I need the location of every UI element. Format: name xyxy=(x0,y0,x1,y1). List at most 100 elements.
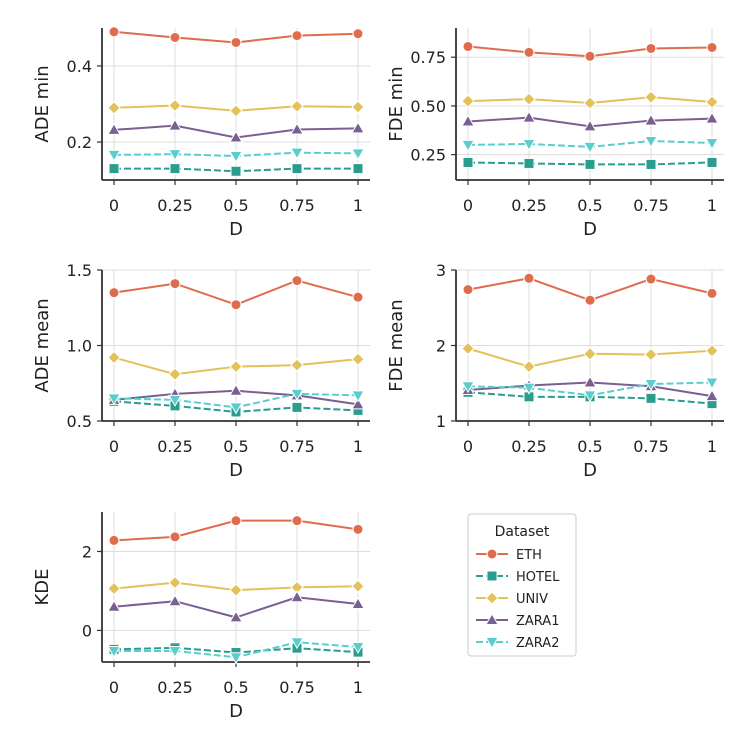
x-axis-label: D xyxy=(229,219,243,240)
data-point-zara2 xyxy=(583,141,597,154)
x-tick-label: 0.75 xyxy=(279,678,315,697)
data-point-zara2 xyxy=(107,149,121,162)
data-point-univ xyxy=(351,352,365,366)
data-point-eth xyxy=(352,28,364,40)
data-point-zara1 xyxy=(522,110,536,123)
data-point-zara1 xyxy=(229,383,243,396)
data-point-eth xyxy=(108,26,120,38)
data-point-eth xyxy=(523,272,535,284)
data-point-univ xyxy=(461,94,475,108)
legend: Dataset ETH HOTEL UNIV ZARA1 ZARA2 xyxy=(467,513,577,657)
legend-item-univ: UNIV xyxy=(476,591,548,607)
x-axis-label: D xyxy=(229,701,243,722)
data-point-eth xyxy=(584,294,596,306)
x-tick-label: 0.75 xyxy=(279,196,315,215)
y-tick-label: 2 xyxy=(82,542,92,561)
data-point-hotel xyxy=(291,401,303,413)
data-point-eth xyxy=(352,291,364,303)
data-point-eth xyxy=(108,534,120,546)
data-point-zara1 xyxy=(168,594,182,607)
legend-marker xyxy=(486,570,498,582)
data-point-zara1 xyxy=(107,599,121,612)
y-tick-label: 0.5 xyxy=(67,412,92,431)
data-point-eth xyxy=(584,50,596,62)
data-point-zara2 xyxy=(644,136,658,149)
y-tick-label: 1 xyxy=(436,412,446,431)
panel-fde-mean: 1 2 3 0 0.25 0.5 0.75 1 D FDE mean xyxy=(386,261,724,481)
data-point-univ xyxy=(229,583,243,597)
y-tick-label: 1.0 xyxy=(67,337,92,356)
x-tick-label: 0 xyxy=(109,678,119,697)
x-axis-label: D xyxy=(583,460,597,481)
legend-item-eth: ETH xyxy=(476,548,542,563)
x-tick-label: 1 xyxy=(707,437,717,456)
x-tick-label: 0.25 xyxy=(157,678,193,697)
y-tick-label: 1.5 xyxy=(67,261,92,280)
data-point-zara2 xyxy=(705,377,719,390)
legend-label: HOTEL xyxy=(516,570,560,585)
legend-label: ZARA1 xyxy=(516,614,559,629)
x-tick-label: 1 xyxy=(707,196,717,215)
panel-ade-min: 0.2 0.4 0 0.25 0.5 0.75 1 D ADE min xyxy=(32,26,370,240)
data-point-eth xyxy=(706,287,718,299)
legend-label: UNIV xyxy=(516,592,548,607)
y-tick-label: 0.75 xyxy=(410,48,446,67)
legend-marker xyxy=(485,637,499,650)
panel-kde: 0 2 0 0.25 0.5 0.75 1 D KDE xyxy=(32,512,370,722)
data-point-zara2 xyxy=(461,139,475,152)
legend-item-zara1: ZARA1 xyxy=(476,612,559,629)
data-point-zara1 xyxy=(229,130,243,143)
data-point-zara2 xyxy=(107,393,121,406)
x-tick-label: 0.25 xyxy=(157,196,193,215)
data-point-eth xyxy=(523,46,535,58)
data-point-hotel xyxy=(584,158,596,170)
legend-items: ETH HOTEL UNIV ZARA1 ZARA2 xyxy=(476,548,560,651)
data-point-zara1 xyxy=(351,121,365,134)
panel-fde-min: 0.25 0.50 0.75 0 0.25 0.5 0.75 1 D FDE min xyxy=(386,28,724,240)
y-axis-label: FDE min xyxy=(386,66,407,141)
legend-marker xyxy=(485,612,499,625)
data-point-eth xyxy=(230,36,242,48)
data-point-eth xyxy=(352,523,364,535)
data-point-zara2 xyxy=(705,137,719,150)
data-point-zara1 xyxy=(351,596,365,609)
x-tick-label: 0.25 xyxy=(157,437,193,456)
data-point-zara1 xyxy=(644,113,658,126)
data-point-univ xyxy=(705,344,719,358)
data-point-zara2 xyxy=(522,138,536,151)
data-point-eth xyxy=(462,41,474,53)
data-point-zara2 xyxy=(168,149,182,162)
data-point-hotel xyxy=(462,156,474,168)
data-point-zara1 xyxy=(705,111,719,124)
data-point-univ xyxy=(583,347,597,361)
data-point-univ xyxy=(351,579,365,593)
data-point-eth xyxy=(108,287,120,299)
data-point-zara2 xyxy=(583,390,597,403)
data-point-eth xyxy=(291,275,303,287)
data-point-eth xyxy=(462,284,474,296)
y-tick-label: 3 xyxy=(436,261,446,280)
x-tick-label: 0.5 xyxy=(223,437,248,456)
x-tick-label: 0.75 xyxy=(279,437,315,456)
x-tick-label: 0 xyxy=(463,196,473,215)
x-tick-label: 1 xyxy=(353,437,363,456)
data-point-zara1 xyxy=(290,590,304,603)
data-point-zara2 xyxy=(290,147,304,160)
data-point-zara2 xyxy=(229,151,243,164)
data-point-eth xyxy=(169,278,181,290)
y-tick-label: 0.2 xyxy=(67,133,92,152)
data-point-univ xyxy=(351,100,365,114)
data-point-zara1 xyxy=(461,114,475,127)
y-tick-label: 0 xyxy=(82,621,92,640)
data-point-univ xyxy=(290,358,304,372)
x-tick-label: 1 xyxy=(353,678,363,697)
y-axis-label: ADE min xyxy=(32,65,53,142)
data-point-univ xyxy=(583,96,597,110)
data-point-univ xyxy=(461,341,475,356)
y-axis-label: FDE mean xyxy=(386,299,407,391)
data-point-hotel xyxy=(230,165,242,177)
x-tick-label: 0.25 xyxy=(511,437,547,456)
legend-marker xyxy=(486,548,498,560)
y-axis-label: KDE xyxy=(32,568,53,605)
